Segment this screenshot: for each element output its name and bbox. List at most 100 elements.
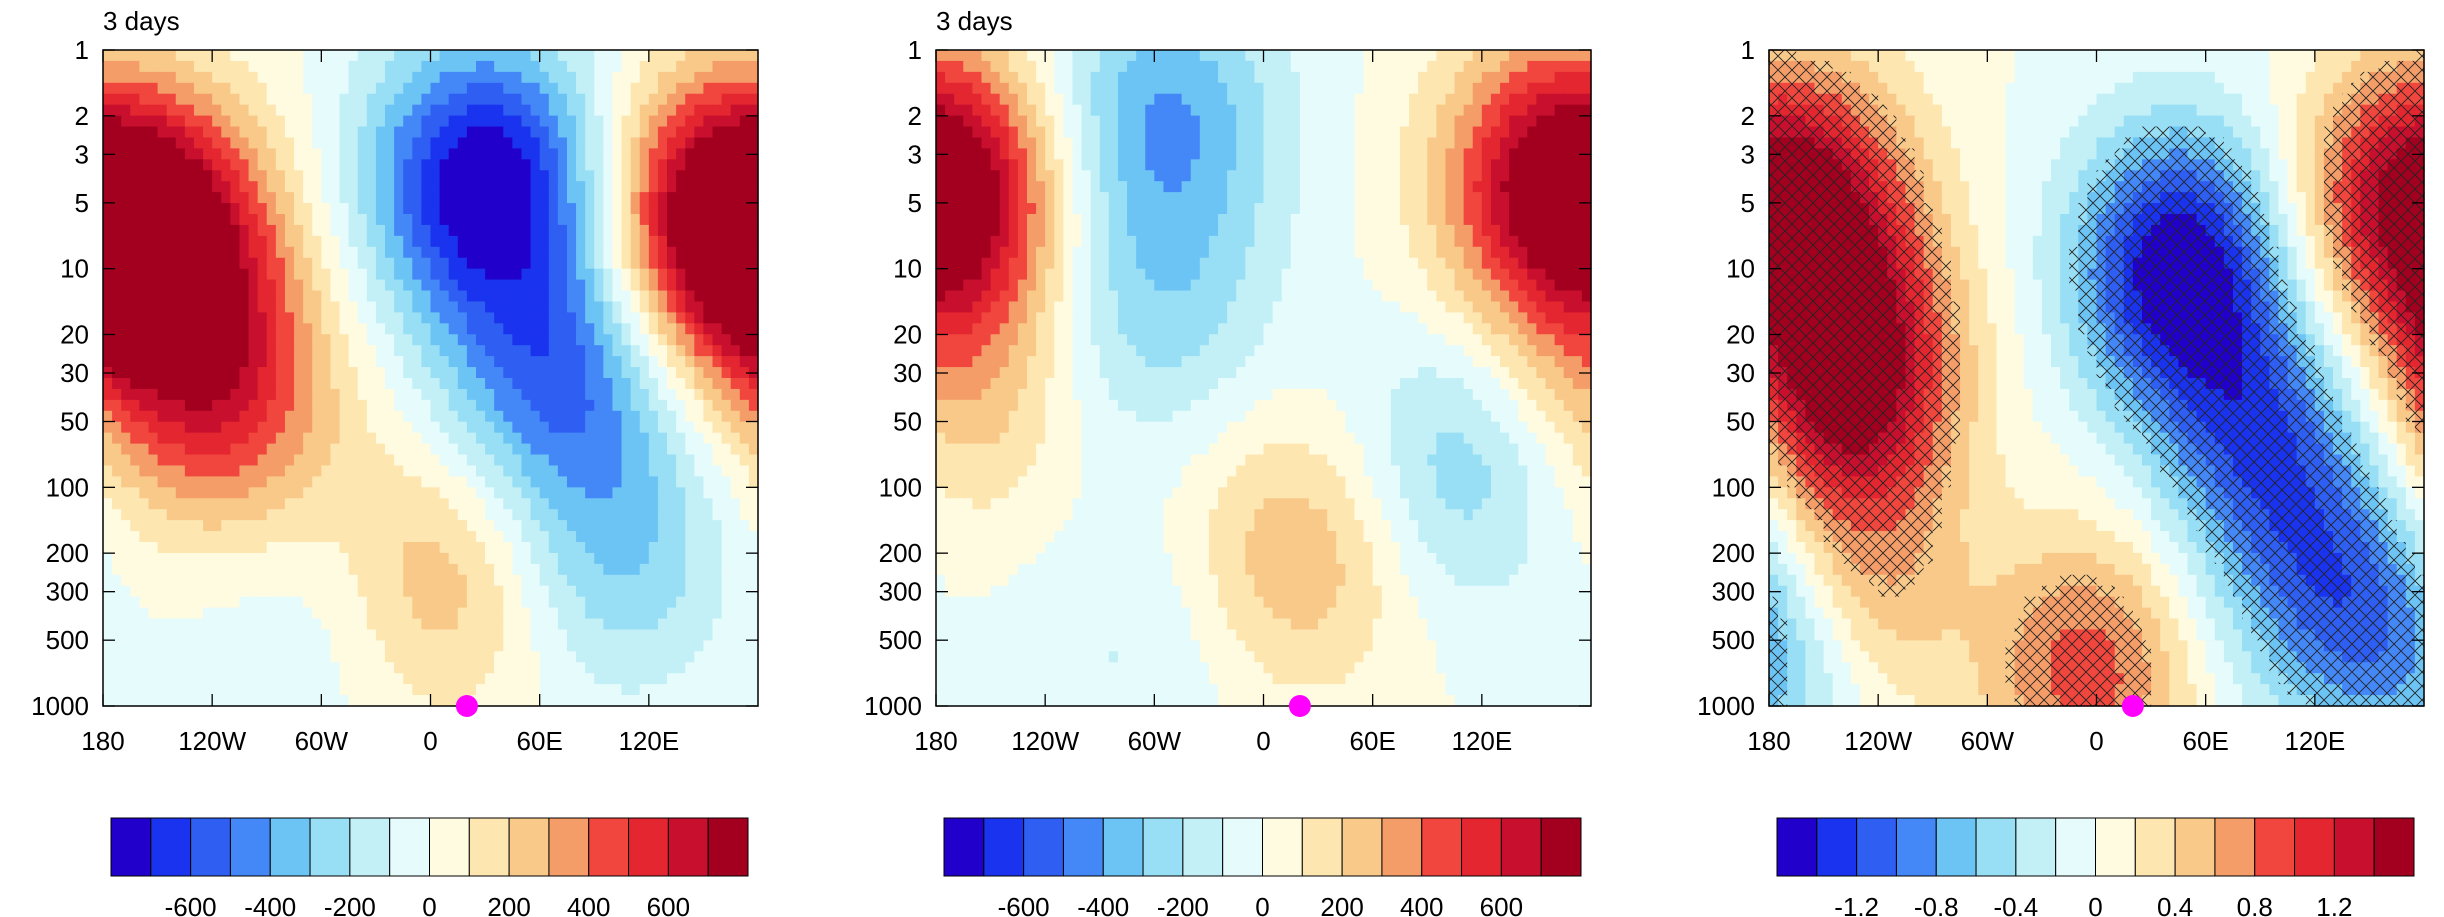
field-cell (685, 410, 695, 423)
field-cell (1536, 115, 1547, 128)
field-cell (1509, 93, 1519, 106)
field-cell (639, 476, 650, 488)
field-cell (630, 159, 641, 171)
field-cell (612, 214, 623, 226)
field-cell (1500, 50, 1510, 62)
field-cell (1190, 50, 1201, 62)
field-cell (184, 399, 195, 412)
field-cell (257, 618, 268, 631)
field-cell (730, 312, 741, 324)
field-cell (1500, 82, 1510, 95)
field-cell (639, 684, 650, 696)
field-cell (193, 345, 204, 357)
field-cell (530, 235, 541, 248)
field-cell (121, 531, 131, 543)
field-cell (694, 334, 705, 346)
field-cell (221, 246, 231, 259)
field-cell (1409, 82, 1419, 95)
field-cell (676, 170, 686, 182)
field-cell (639, 312, 650, 324)
field-cell (103, 235, 113, 248)
field-cell (230, 82, 241, 95)
field-cell (594, 684, 604, 696)
field-cell (203, 115, 213, 128)
field-cell (457, 542, 468, 554)
field-cell (990, 137, 1001, 149)
field-cell (1463, 50, 1474, 62)
field-cell (667, 50, 677, 62)
field-cell (539, 563, 550, 576)
field-cell (475, 137, 486, 149)
field-cell (1145, 60, 1155, 73)
field-cell (1099, 50, 1110, 62)
field-cell (139, 356, 150, 368)
field-cell (539, 126, 550, 139)
field-cell (712, 563, 723, 576)
field-cell (1463, 82, 1474, 95)
field-cell (121, 465, 131, 477)
field-cell (212, 268, 222, 281)
field-cell (585, 640, 595, 652)
field-cell (1554, 115, 1565, 128)
field-cell (657, 552, 668, 565)
field-cell (721, 224, 732, 237)
field-cell (266, 50, 277, 62)
field-cell (1163, 60, 1174, 73)
field-cell (594, 214, 604, 226)
field-cell (485, 93, 495, 106)
field-cell (193, 388, 204, 401)
field-cell (494, 268, 504, 281)
field-cell (394, 115, 404, 128)
field-cell (448, 345, 459, 357)
field-cell (394, 126, 404, 139)
field-cell (936, 60, 946, 73)
field-cell (130, 257, 140, 270)
field-cell (576, 454, 586, 467)
field-cell (685, 323, 695, 335)
field-cell (585, 323, 595, 335)
field-cell (1472, 82, 1483, 95)
field-cell (112, 323, 122, 335)
field-cell (366, 574, 377, 587)
field-cell (166, 290, 177, 303)
field-cell (594, 443, 604, 456)
field-cell (657, 454, 668, 467)
field-cell (348, 104, 359, 117)
field-cell (175, 71, 186, 84)
field-cell (694, 312, 705, 324)
field-cell (1272, 104, 1283, 117)
field-cell (730, 574, 741, 587)
field-cell (548, 443, 559, 456)
field-cell (1354, 115, 1365, 128)
field-cell (676, 367, 686, 379)
field-cell (193, 509, 204, 521)
field-cell (585, 574, 595, 587)
field-cell (548, 684, 559, 696)
field-cell (576, 268, 586, 281)
field-cell (1227, 82, 1237, 95)
field-cell (430, 542, 441, 554)
field-cell (485, 421, 495, 434)
field-cell (475, 235, 486, 248)
field-cell (621, 695, 632, 707)
field-cell (357, 552, 368, 565)
field-cell (139, 279, 150, 292)
field-cell (366, 629, 377, 641)
field-cell (339, 542, 350, 554)
field-cell (694, 181, 705, 193)
field-cell (348, 257, 359, 270)
field-cell (566, 312, 577, 324)
field-cell (694, 399, 705, 412)
field-cell (148, 312, 159, 324)
field-cell (394, 378, 404, 390)
field-cell (963, 71, 973, 84)
field-cell (330, 563, 341, 576)
field-cell (448, 695, 459, 707)
field-cell (1308, 115, 1319, 128)
field-cell (685, 399, 695, 412)
field-cell (712, 148, 723, 160)
field-cell (412, 115, 423, 128)
field-cell (248, 454, 259, 467)
field-cell (512, 443, 523, 456)
field-cell (375, 399, 386, 412)
